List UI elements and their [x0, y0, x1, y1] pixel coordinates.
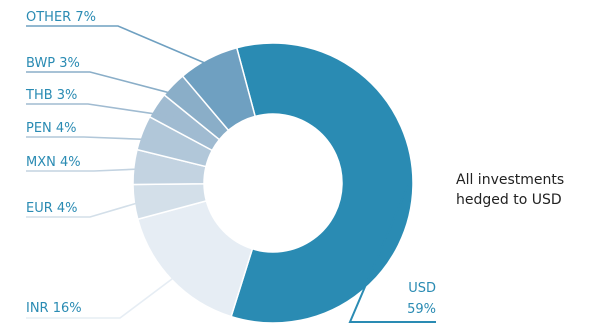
leader-line-other: [26, 25, 213, 67]
slice-label-usd-name: USD: [408, 281, 436, 296]
slice-label-bwp: BWP 3%: [26, 56, 80, 71]
slice-inr: [136, 199, 254, 318]
hedge-note-line-1: All investments: [456, 172, 565, 188]
slice-labels: OTHER 7% BWP 3% THB 3% PEN 4% MXN 4% EUR 4% IN…: [25, 10, 436, 317]
slice-label-pen: PEN 4%: [26, 121, 77, 136]
slice-label-other: OTHER 7%: [26, 10, 96, 25]
slice-usd: [230, 42, 414, 324]
leader-line-pen: [26, 136, 162, 141]
slice-label-usd-pct: 59%: [407, 302, 436, 317]
hedge-note-line-2: hedged to USD: [456, 192, 562, 208]
slice-label-eur: EUR 4%: [26, 201, 78, 216]
leader-lines: [26, 25, 436, 323]
leader-line-eur: [26, 199, 147, 218]
hedge-note: All investments hedged to USD: [456, 170, 606, 210]
slice-label-inr: INR 16%: [26, 301, 82, 316]
slice-label-thb: THB 3%: [25, 88, 77, 103]
slice-other: [181, 46, 257, 132]
donut-slices: [132, 42, 414, 324]
leader-line-mxn: [26, 167, 149, 172]
leader-line-thb: [26, 103, 174, 118]
leader-line-usd: [348, 185, 436, 323]
slice-label-mxn: MXN 4%: [26, 155, 81, 170]
leader-line-bwp: [26, 71, 186, 98]
leader-line-inr: [26, 275, 177, 319]
